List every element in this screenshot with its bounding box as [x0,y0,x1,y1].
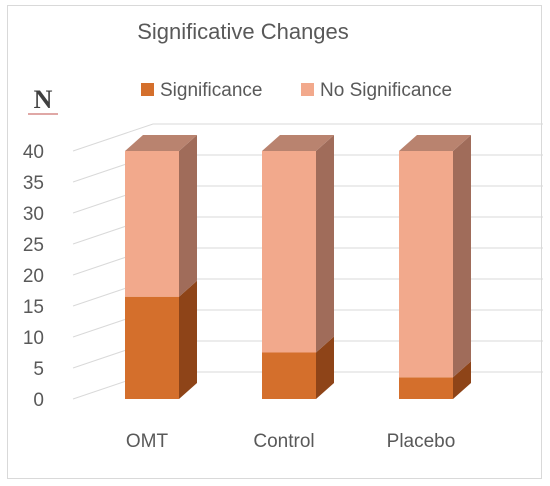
legend-label: No Significance [320,80,452,101]
bar-segment-side [316,135,334,353]
chart-title: Significative Changes [137,19,349,44]
y-tick-label: 25 [23,235,44,256]
y-axis-ticks: 0 5 10 15 20 25 30 35 40 [23,142,44,411]
bars [125,135,471,399]
legend-swatch [141,83,154,96]
x-axis-ticks: OMT Control Placebo [126,431,455,452]
y-tick-label: 5 [33,359,44,380]
y-tick-label: 20 [23,266,44,287]
gridline [72,123,543,152]
x-tick-label: OMT [126,431,169,452]
legend-swatch [301,83,314,96]
legend: Significance No Significance [141,80,452,101]
bar-top [125,135,197,151]
bar-segment-front [262,352,316,399]
y-axis-label: N [34,85,53,114]
y-tick-label: 15 [23,297,44,318]
bar-segment-side [316,336,334,399]
bar-segment-front [399,151,453,378]
bar-segment-front [125,151,179,297]
y-tick-label: 35 [23,173,44,194]
legend-label: Significance [160,80,262,101]
y-tick-label: 30 [23,204,44,225]
bar-segment-side [179,135,197,297]
bar-segment-front [125,296,179,399]
y-tick-label: 0 [33,390,44,411]
bar-segment-front [399,377,453,399]
bar-segment-side [179,280,197,399]
y-tick-label: 10 [23,328,44,349]
chart-frame: Significative Changes N 0 5 10 15 20 25 30 35 40… [7,5,543,479]
bar-top [399,135,471,151]
bar-segment-side [453,361,471,399]
x-tick-label: Control [253,431,314,452]
y-tick-label: 40 [23,142,44,163]
stacked-3d-bar-chart: Significative Changes N 0 5 10 15 20 25 30 35 40… [23,19,543,452]
x-tick-label: Placebo [387,431,456,452]
bar-segment-side [453,135,471,378]
bar-segment-front [262,151,316,353]
bar-top [262,135,334,151]
